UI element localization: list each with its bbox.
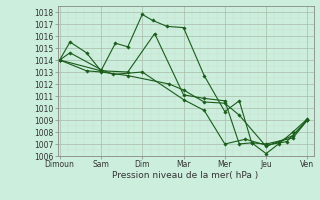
- X-axis label: Pression niveau de la mer( hPa ): Pression niveau de la mer( hPa ): [112, 171, 259, 180]
